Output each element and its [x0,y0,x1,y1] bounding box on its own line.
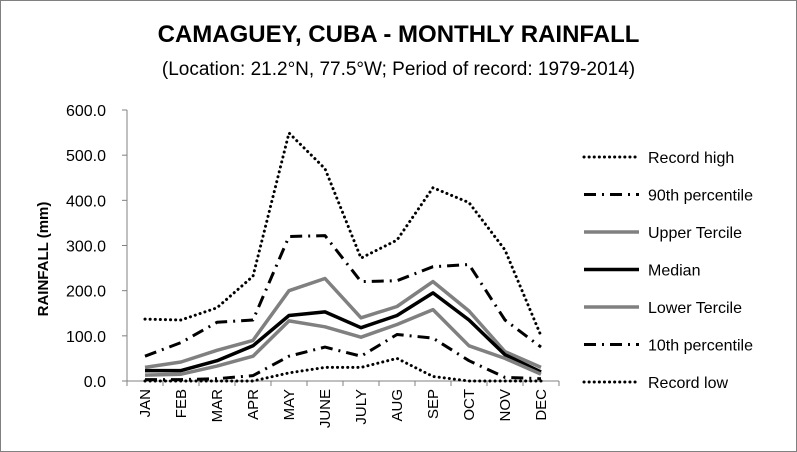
legend-label-median: Median [648,263,700,280]
chart-subtitle: (Location: 21.2°N, 77.5°W; Period of rec… [161,59,636,80]
x-ticks: JAN FEB MAR APR MAY JUNE JULY AUG SEP OCT NOV DEC [126,381,560,428]
y-tick-label: 600.0 [66,103,106,120]
x-tick-label: JULY [353,389,370,425]
legend-label-lower-tercile: Lower Tercile [648,300,742,317]
y-tick-label: 100.0 [66,329,106,346]
legend-label-upper-tercile: Upper Tercile [648,225,742,242]
y-ticks: 0.0 100.0 200.0 300.0 400.0 500.0 600.0 [66,103,127,391]
series-line-lower-tercile [144,307,542,377]
series-line-median [145,291,542,374]
y-tick-label: 300.0 [66,239,106,256]
series-line-record-high [143,131,543,338]
chart-title: CAMAGUEY, CUBA - MONTHLY RAINFALL [157,21,640,48]
x-tick-label: OCT [461,389,478,421]
legend-label-record-high: Record high [648,150,734,167]
legend: Record high 90th percentile Upper Tercile M… [582,150,753,392]
y-tick-label: 0.0 [84,374,106,391]
series-line-record-low [143,356,543,383]
x-tick-label: SEP [425,389,442,419]
x-tick-label: FEB [173,389,190,418]
x-tick-label: AUG [389,389,406,422]
x-tick-label: MAR [209,389,226,423]
series-lines [143,131,543,383]
series-line-10th-percentile [145,333,542,382]
x-tick-label: APR [245,389,262,420]
x-tick-label: MAY [281,389,298,420]
y-axis-label: RAINFALL (mm) [35,202,52,317]
x-tick-label: JAN [137,389,154,417]
y-tick-label: 200.0 [66,284,106,301]
legend-label-90th-percentile: 90th percentile [648,188,753,205]
legend-label-10th-percentile: 10th percentile [648,338,753,355]
legend-label-record-low: Record low [648,375,728,392]
series-line-upper-tercile [144,276,542,370]
x-tick-label: DEC [533,389,550,421]
x-tick-label: NOV [497,389,514,422]
x-tick-label: JUNE [317,389,334,428]
y-tick-label: 400.0 [66,193,106,210]
y-tick-label: 500.0 [66,148,106,165]
series-line-90th-percentile [144,234,542,358]
